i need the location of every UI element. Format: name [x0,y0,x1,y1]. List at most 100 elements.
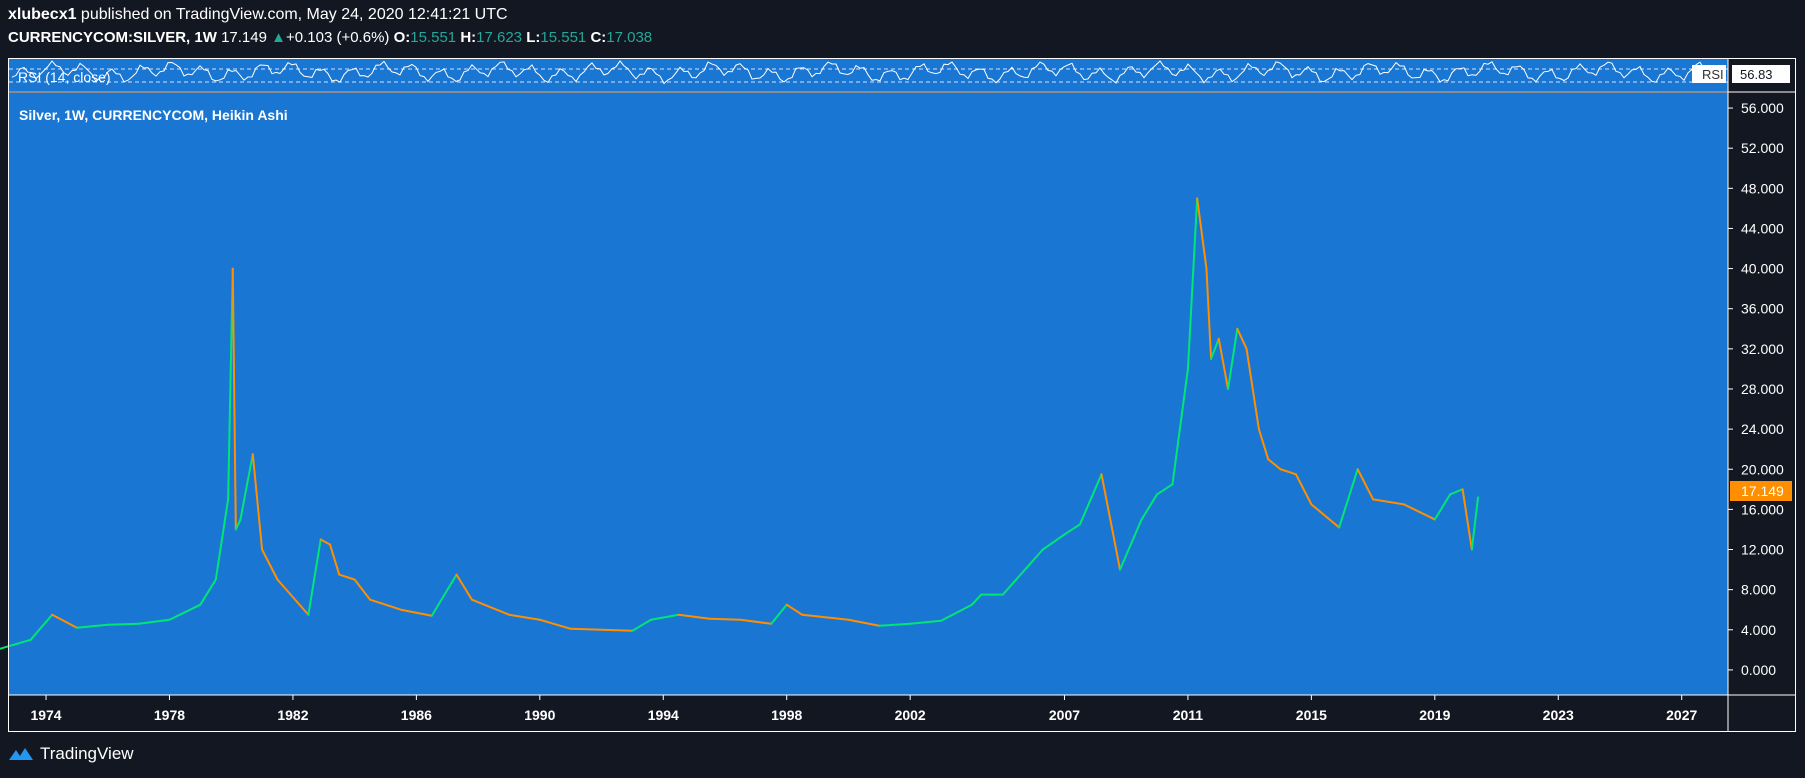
price-segment [847,618,881,627]
price-segment [168,603,202,621]
price-segment [307,538,322,616]
price-segment [1171,367,1189,486]
price-segment [1217,337,1230,390]
price-segment [1205,267,1213,360]
y-tick-label: 8.000 [1741,582,1776,598]
x-tick-label: 2027 [1666,707,1697,723]
price-segment [1140,493,1159,521]
rsi-badge-label-box [1692,65,1726,83]
price-segment [1063,523,1081,536]
high-value: 17.623 [476,29,523,46]
price-segment [1227,327,1239,390]
x-tick-label: 2023 [1543,707,1574,723]
price-segment [369,598,402,611]
price-segment [0,638,32,650]
footer-brand[interactable]: TradingView [40,744,134,763]
x-tick-label: 1994 [648,707,679,723]
publish-text: published on TradingView.com, May 24, 20… [76,6,508,23]
price-segment [708,617,742,621]
price-segment [261,548,279,581]
y-axis[interactable]: 0.000 4.000 8.000 12.000 16.000 20.000 24.000 2… [1728,100,1784,678]
price-pane[interactable] [9,93,1728,695]
price-segment [234,518,242,531]
price-segment [649,613,680,621]
low-label: L: [526,29,541,46]
price-segment [1257,428,1270,461]
price-segment [137,618,171,625]
open-label: O: [393,29,411,46]
price-segment [51,613,78,629]
price-segment [1001,548,1044,596]
ticker-line: CURRENCYCOM:SILVER, 1W 17.149 ▲+0.103 (+… [8,29,652,46]
x-tick-label: 2002 [895,707,926,723]
y-tick-label: 40.000 [1741,261,1784,277]
chart-frame [8,58,1796,732]
price-series [0,197,1480,650]
tradingview-logo-icon[interactable] [8,746,34,762]
price-segment [1294,473,1313,506]
price-segment [1100,473,1122,571]
y-tick-label: 20.000 [1741,461,1784,477]
price-segment [1245,347,1260,431]
price-segment [239,453,254,521]
y-tick-label: 56.000 [1741,100,1784,116]
price-segment [600,628,634,632]
price-segment [276,578,310,616]
price-segment [75,623,109,629]
price-segment [231,267,237,531]
x-axis[interactable]: 1974 1978 1982 1986 1990 1994 1998 2002 2007 2011… [30,695,1697,723]
price-segment [1236,327,1248,350]
price-segment [569,627,603,631]
y-tick-label: 16.000 [1741,501,1784,517]
open-value: 15.551 [410,29,457,46]
price-segment [353,578,372,601]
x-tick-label: 1982 [277,707,308,723]
y-tick-label: 52.000 [1741,140,1784,156]
price-segment [338,573,356,581]
price-segment [677,613,711,620]
high-label: H: [460,29,477,46]
price-segment [970,593,983,606]
price-segment [1279,468,1297,476]
rsi-value: 56.83 [1740,67,1773,82]
price-segment [1210,337,1220,360]
price-segment [430,573,458,617]
price-segment [909,619,943,625]
rsi-label: RSI (14, close) [18,69,111,85]
price-segment [328,543,341,576]
close-label: C: [590,29,607,46]
price-segment [1433,493,1452,521]
x-tick-label: 1986 [401,707,432,723]
price-segment [507,613,541,621]
last-price: 17.149 [221,29,267,46]
price-segment [1449,488,1464,496]
y-tick-label: 24.000 [1741,421,1784,437]
rsi-badge-label: RSI [1702,67,1724,82]
x-tick-label: 2019 [1419,707,1450,723]
price-segment [1338,468,1359,529]
price-segment [399,608,433,617]
price-segment [1119,518,1143,571]
price-segment [227,267,234,501]
x-tick-label: 1978 [154,707,185,723]
y-tick-label: 48.000 [1741,180,1784,196]
x-tick-label: 1990 [524,707,555,723]
price-segment [251,453,264,551]
y-tick-label: 12.000 [1741,542,1784,558]
price-segment [739,618,773,625]
up-arrow-icon: ▲ [271,29,286,46]
price-segment [1402,503,1436,521]
price-segment [1461,488,1473,551]
price-segment [1372,498,1405,506]
x-tick-label: 2015 [1296,707,1327,723]
y-tick-label: 32.000 [1741,341,1784,357]
y-tick-label: 44.000 [1741,220,1784,236]
price-segment [631,618,652,632]
x-tick-label: 1998 [771,707,802,723]
price-segment [1041,533,1066,551]
author-name[interactable]: xlubecx1 [8,6,77,23]
price-segment [1156,483,1174,496]
y-tick-label: 4.000 [1741,622,1776,638]
last-price-badge-value: 17.149 [1741,483,1784,499]
